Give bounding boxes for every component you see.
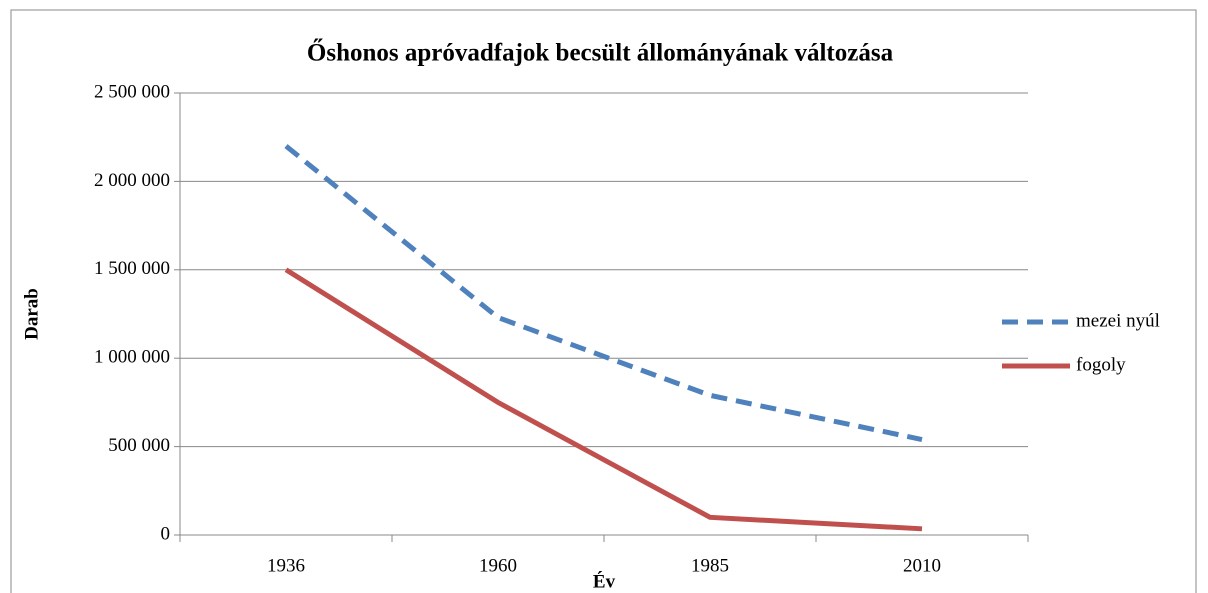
x-tick-label: 1960	[479, 555, 517, 576]
chart-frame	[10, 9, 1197, 593]
x-axis-title: Év	[593, 570, 616, 592]
y-tick-label: 0	[161, 523, 171, 544]
x-tick-label: 2010	[903, 555, 941, 576]
y-tick-label: 500 000	[108, 435, 170, 456]
y-tick-label: 2 000 000	[94, 170, 170, 191]
y-axis-title: Darab	[21, 288, 42, 340]
chart-title: Őshonos apróvadfajok becsült állományána…	[307, 38, 894, 67]
x-tick-label: 1985	[691, 555, 729, 576]
y-tick-label: 1 000 000	[94, 347, 170, 368]
legend-label: fogoly	[1076, 354, 1126, 375]
series-line	[284, 144, 923, 442]
y-tick-label: 2 500 000	[94, 81, 170, 102]
x-tick-label: 1936	[267, 555, 305, 576]
y-tick-label: 1 500 000	[94, 258, 170, 279]
series-line	[284, 267, 923, 532]
legend-label: mezei nyúl	[1076, 310, 1160, 331]
